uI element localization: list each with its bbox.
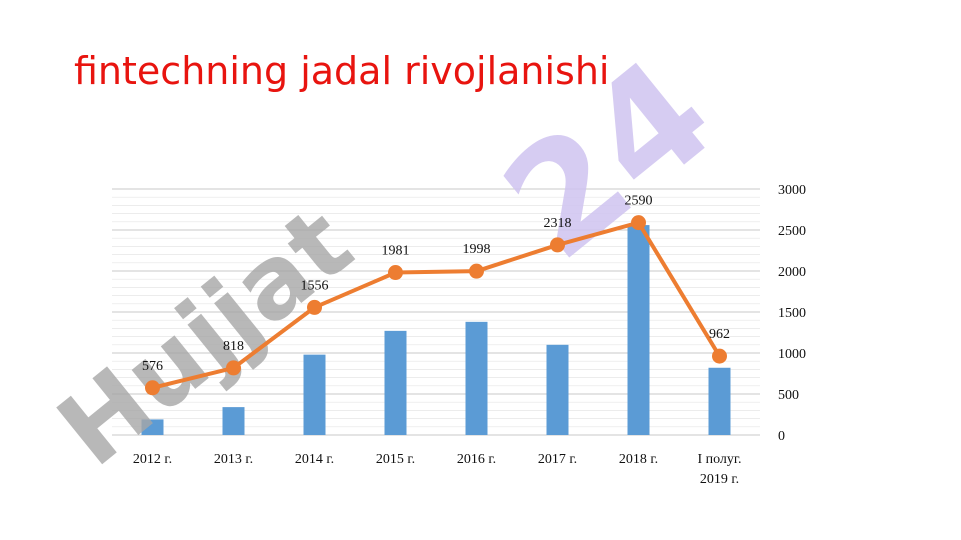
line-series: [145, 215, 727, 396]
data-label: 2590: [625, 194, 653, 209]
line-marker: [388, 265, 403, 281]
x-tick-label: 2013 г.: [214, 452, 253, 467]
data-label: 818: [223, 339, 244, 354]
y-tick-label: 3000: [778, 183, 806, 198]
bar: [384, 330, 407, 435]
x-tick-label: 2018 г.: [619, 452, 658, 467]
y-tick-label: 500: [778, 388, 799, 403]
bar: [141, 419, 164, 435]
data-label: 962: [709, 327, 730, 342]
y-tick-label: 2500: [778, 224, 806, 239]
watermark-digits: 24: [473, 26, 745, 293]
bar: [546, 344, 569, 435]
line-marker: [550, 237, 565, 253]
y-tick-label: 1000: [778, 347, 806, 362]
x-tick-label: I полуг. 2019 г.: [697, 452, 741, 487]
data-label: 1556: [301, 278, 329, 293]
bar: [303, 354, 326, 435]
y-tick-label: 1500: [778, 306, 806, 321]
line-marker: [307, 299, 322, 315]
data-label: 1981: [382, 244, 410, 259]
line-marker: [469, 263, 484, 279]
line-marker: [226, 360, 241, 376]
x-axis: 2012 г. 2013 г. 2014 г. 2015 г. 2016 г. 2017 …: [133, 452, 742, 487]
data-labels: 576 818 1556 1981 1998 2318 2590 962: [142, 194, 730, 374]
bar: [222, 407, 245, 435]
data-label: 576: [142, 359, 163, 374]
y-tick-label: 2000: [778, 265, 806, 280]
bar: [465, 321, 488, 435]
x-tick-label: 2015 г.: [376, 452, 415, 467]
slide-title: fintechning jadal rivojlanishi: [74, 49, 610, 93]
x-tick-label: 2016 г.: [457, 452, 496, 467]
line-marker: [145, 380, 160, 396]
line-marker: [631, 215, 646, 231]
x-tick-label: 2012 г.: [133, 452, 172, 467]
data-label: 2318: [544, 216, 572, 231]
y-axis: 0 500 1000 1500 2000 2500 3000: [778, 183, 806, 444]
line-path: [152, 220, 722, 390]
x-tick-label: 2014 г.: [295, 452, 334, 467]
line-marker: [712, 348, 727, 364]
bar: [708, 367, 731, 435]
bar: [627, 225, 650, 435]
data-label: 1998: [463, 242, 491, 257]
x-tick-label: 2017 г.: [538, 452, 577, 467]
y-tick-label: 0: [778, 429, 785, 444]
bar-series: [141, 225, 731, 435]
